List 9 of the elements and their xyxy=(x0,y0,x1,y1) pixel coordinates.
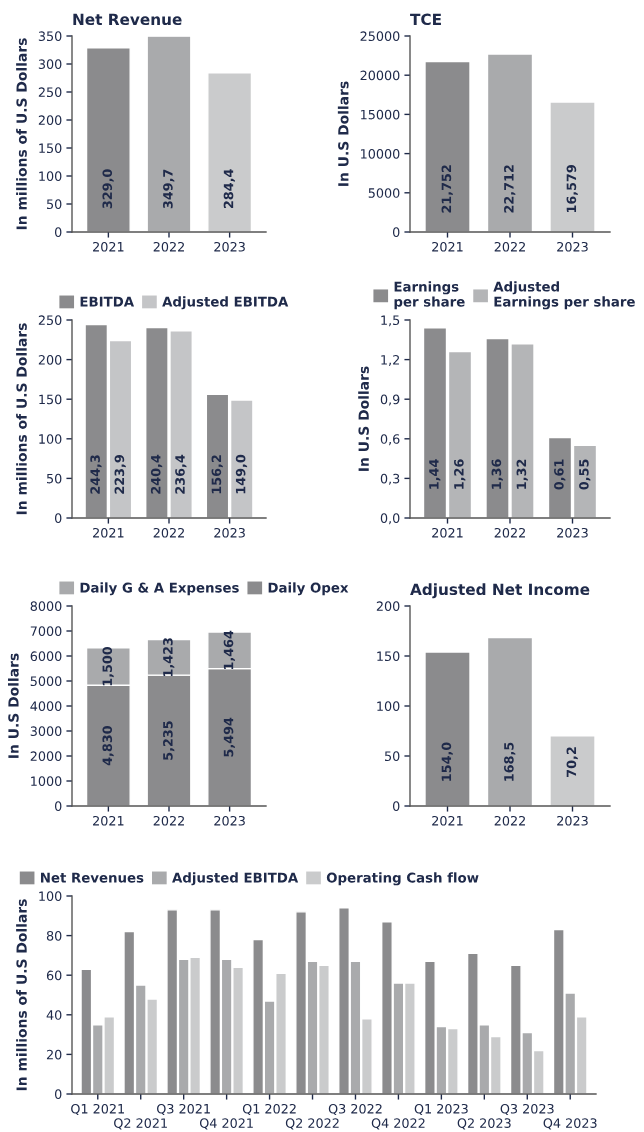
bar xyxy=(424,60,471,232)
bar xyxy=(549,735,596,806)
bar xyxy=(486,53,534,232)
bar xyxy=(424,651,471,806)
bar xyxy=(549,101,596,232)
bar xyxy=(85,47,131,232)
bar xyxy=(207,72,253,232)
bar xyxy=(486,636,534,806)
bar xyxy=(146,36,192,232)
